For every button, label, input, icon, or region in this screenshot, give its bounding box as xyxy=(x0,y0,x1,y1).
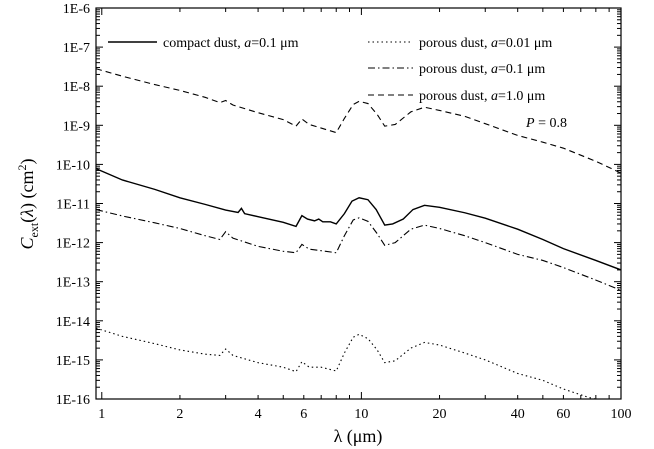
x-tick-label: 10 xyxy=(354,407,368,422)
series-layer xyxy=(96,68,621,399)
svg-text:Cext(λ) (cm2): Cext(λ) (cm2) xyxy=(15,159,41,250)
axis-ticks xyxy=(96,7,622,400)
series-line-3 xyxy=(96,68,621,174)
x-tick-label: 4 xyxy=(255,407,262,422)
y-tick-label: 1E-16 xyxy=(56,393,90,408)
y-tick-label: 1E-13 xyxy=(56,276,90,291)
y-tick-label: 1E-15 xyxy=(56,354,90,369)
y-tick-label: 1E-14 xyxy=(56,315,90,330)
annotation-p: P = 0.8 xyxy=(525,116,567,131)
legend-label-2: porous dust, a=0.1 μm xyxy=(419,62,545,77)
x-tick-label: 60 xyxy=(556,407,570,422)
legend-label-1: porous dust, a=0.01 μm xyxy=(419,36,552,51)
x-tick-label: 100 xyxy=(611,407,632,422)
y-tick-label: 1E-6 xyxy=(63,2,90,17)
y-axis-title: Cext(λ) (cm2) xyxy=(15,159,41,250)
series-line-0 xyxy=(96,167,621,271)
y-tick-label: 1E-10 xyxy=(56,158,90,173)
y-tick-label: 1E-7 xyxy=(63,41,90,56)
x-axis-title: λ (μm) xyxy=(334,426,383,447)
x-tick-label: 6 xyxy=(300,407,307,422)
y-tick-label: 1E-9 xyxy=(63,119,90,134)
series-line-1 xyxy=(96,327,598,399)
series-line-2 xyxy=(96,209,621,291)
legend-label-3: porous dust, a=1.0 μm xyxy=(419,89,545,104)
y-tick-label: 1E-11 xyxy=(56,198,90,213)
legend: compact dust, a=0.1 μm porous dust, a=0.0… xyxy=(108,36,552,104)
x-tick-label: 40 xyxy=(511,407,525,422)
x-tick-label: 1 xyxy=(98,407,105,422)
x-tick-label: 20 xyxy=(433,407,447,422)
tick-labels: 1 2 4 6 10 20 40 60 100 1E-16 1E-15 1E-14 1E-13 1E-12… xyxy=(56,2,632,422)
legend-label-0: compact dust, a=0.1 μm xyxy=(163,36,299,51)
y-tick-label: 1E-12 xyxy=(56,237,90,252)
y-tick-label: 1E-8 xyxy=(63,80,90,95)
x-tick-label: 2 xyxy=(176,407,183,422)
